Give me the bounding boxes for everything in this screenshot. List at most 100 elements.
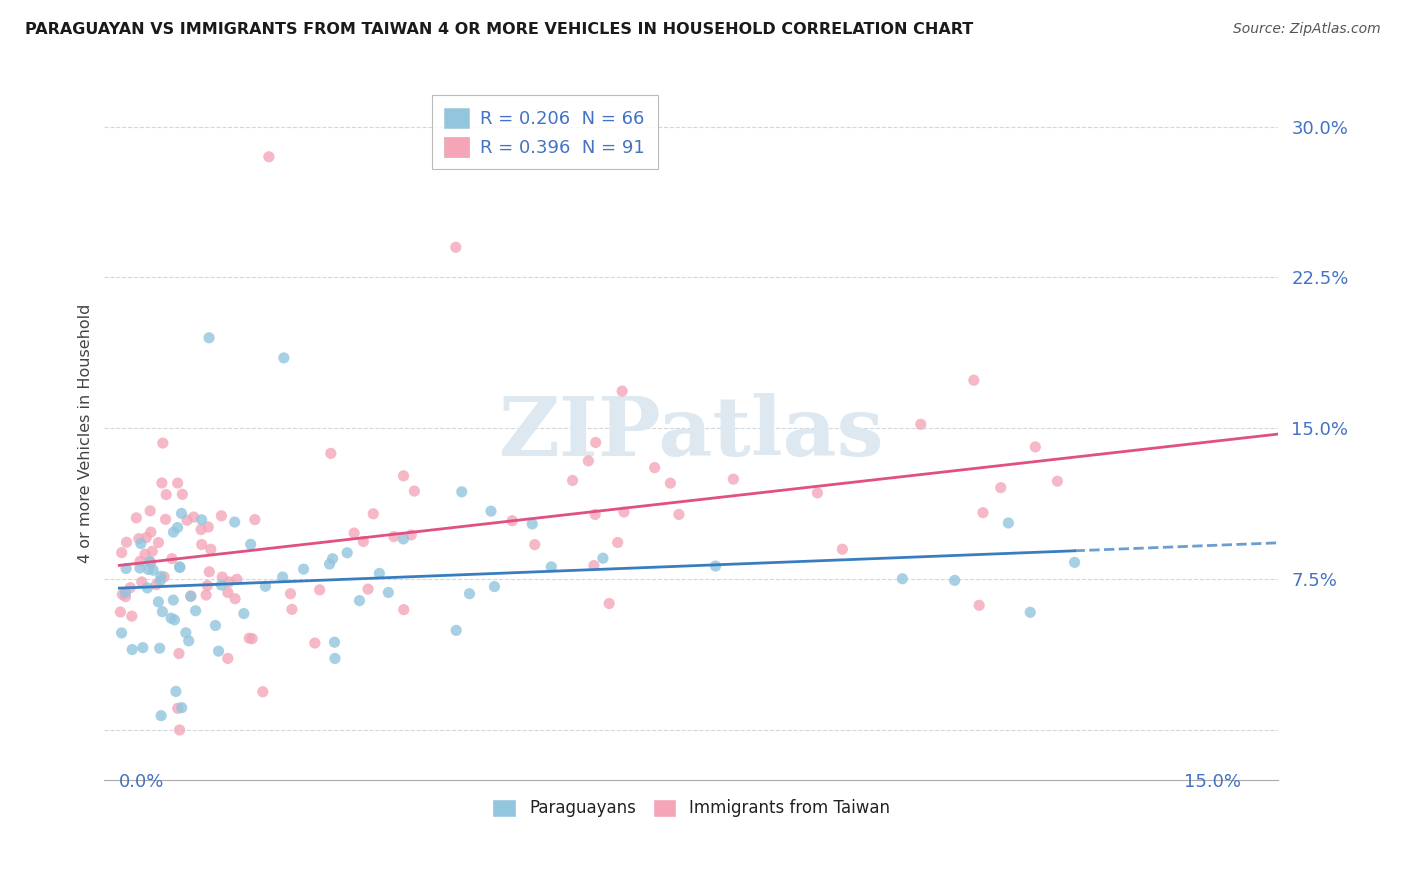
Point xyxy=(252,685,274,699)
Point xyxy=(120,581,142,595)
Point xyxy=(318,557,340,571)
Point xyxy=(336,546,359,560)
Point xyxy=(659,476,682,491)
Point xyxy=(141,544,163,558)
Point xyxy=(610,384,633,398)
Point xyxy=(1063,555,1085,569)
Point xyxy=(523,538,546,552)
Point xyxy=(195,578,218,592)
Point xyxy=(153,570,176,584)
Point xyxy=(232,607,254,621)
Point xyxy=(128,532,150,546)
Point xyxy=(349,593,371,607)
Point xyxy=(166,701,188,715)
Point xyxy=(644,460,666,475)
Point xyxy=(139,556,162,570)
Point xyxy=(323,651,346,665)
Point xyxy=(399,528,422,542)
Point xyxy=(218,574,240,589)
Point xyxy=(198,331,221,345)
Point xyxy=(606,535,628,549)
Point xyxy=(319,446,342,460)
Point xyxy=(404,484,426,499)
Point xyxy=(292,562,315,576)
Point xyxy=(501,514,523,528)
Point xyxy=(136,562,159,576)
Point xyxy=(177,633,200,648)
Point xyxy=(125,511,148,525)
Point xyxy=(668,508,690,522)
Point xyxy=(155,512,177,526)
Text: 0.0%: 0.0% xyxy=(120,772,165,790)
Point xyxy=(134,547,156,561)
Point xyxy=(162,593,184,607)
Point xyxy=(963,373,986,387)
Point xyxy=(392,468,415,483)
Point xyxy=(209,508,232,523)
Point xyxy=(598,597,620,611)
Point xyxy=(148,595,170,609)
Point xyxy=(561,474,583,488)
Point xyxy=(224,515,246,529)
Point xyxy=(990,481,1012,495)
Point xyxy=(169,560,191,574)
Point xyxy=(169,723,191,737)
Point xyxy=(382,530,405,544)
Text: Source: ZipAtlas.com: Source: ZipAtlas.com xyxy=(1233,22,1381,37)
Point xyxy=(806,486,828,500)
Point xyxy=(170,700,193,714)
Point xyxy=(308,582,330,597)
Point xyxy=(240,632,263,646)
Point xyxy=(169,559,191,574)
Point xyxy=(972,506,994,520)
Point xyxy=(209,578,232,592)
Point xyxy=(997,516,1019,530)
Point xyxy=(174,625,197,640)
Point xyxy=(352,534,374,549)
Point xyxy=(162,525,184,540)
Point xyxy=(891,572,914,586)
Point xyxy=(1019,605,1042,619)
Point xyxy=(155,488,177,502)
Point xyxy=(583,508,606,522)
Point xyxy=(271,570,294,584)
Point xyxy=(115,535,138,549)
Point xyxy=(217,585,239,599)
Point xyxy=(132,640,155,655)
Point xyxy=(184,604,207,618)
Point xyxy=(211,570,233,584)
Point xyxy=(129,536,152,550)
Point xyxy=(377,585,399,599)
Point xyxy=(967,599,990,613)
Point xyxy=(357,582,380,596)
Point xyxy=(167,647,190,661)
Point xyxy=(166,520,188,534)
Point xyxy=(613,505,636,519)
Point xyxy=(195,588,218,602)
Point xyxy=(114,590,136,604)
Point xyxy=(111,587,134,601)
Point xyxy=(190,513,212,527)
Point xyxy=(197,520,219,534)
Point xyxy=(150,605,173,619)
Point xyxy=(723,472,745,486)
Point xyxy=(142,563,165,577)
Point xyxy=(163,613,186,627)
Point xyxy=(540,559,562,574)
Point xyxy=(145,577,167,591)
Point xyxy=(484,580,506,594)
Point xyxy=(170,507,193,521)
Point xyxy=(121,609,143,624)
Point xyxy=(281,602,304,616)
Point xyxy=(148,535,170,549)
Point xyxy=(114,585,136,599)
Point xyxy=(458,587,481,601)
Point xyxy=(131,574,153,589)
Point xyxy=(136,581,159,595)
Point xyxy=(110,605,132,619)
Point xyxy=(254,579,277,593)
Point xyxy=(592,551,614,566)
Point xyxy=(149,641,172,656)
Point xyxy=(224,591,246,606)
Point xyxy=(304,636,326,650)
